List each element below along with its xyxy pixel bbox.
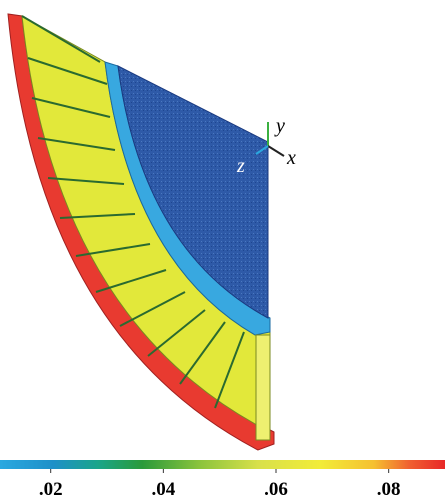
figure: y x z .02 .04 .06 .08 [0, 0, 445, 503]
x-label: x [286, 147, 296, 169]
colorbar-ticks: .02 .04 .06 .08 [39, 469, 401, 500]
tick-label: .02 [39, 479, 63, 500]
tick-label: .04 [151, 479, 175, 500]
colorbar [0, 460, 445, 469]
model [8, 14, 274, 450]
x-axis [268, 146, 284, 156]
y-label: y [274, 115, 285, 137]
tick-label: .08 [377, 479, 401, 500]
bottom-block [256, 335, 270, 440]
tick-label: .06 [264, 479, 288, 500]
z-label: z [236, 155, 245, 177]
